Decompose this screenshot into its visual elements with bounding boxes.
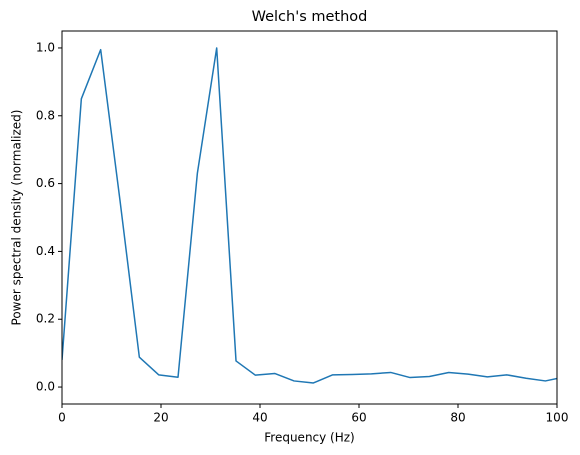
chart-title: Welch's method	[252, 9, 368, 25]
plot-frame	[61, 30, 558, 405]
x-tick-label: 0	[58, 411, 66, 425]
data-line	[62, 47, 557, 384]
x-tick-label: 80	[450, 411, 465, 425]
y-tick-label: 0.0	[36, 380, 55, 394]
y-tick-label: 0.6	[36, 176, 55, 190]
y-axis-label: Power spectral density (normalized)	[10, 110, 24, 326]
x-tick-label: 20	[153, 411, 168, 425]
x-tick-label: 40	[252, 411, 267, 425]
y-tick-label: 0.2	[36, 312, 55, 326]
x-tick-label: 60	[351, 411, 366, 425]
y-tick-label: 0.4	[36, 244, 55, 258]
y-tick-label: 0.8	[36, 108, 55, 122]
y-tick-label: 1.0	[36, 40, 55, 54]
plot-area	[62, 47, 557, 384]
x-axis-label: Frequency (Hz)	[264, 431, 355, 445]
x-tick-label: 100	[546, 411, 569, 425]
